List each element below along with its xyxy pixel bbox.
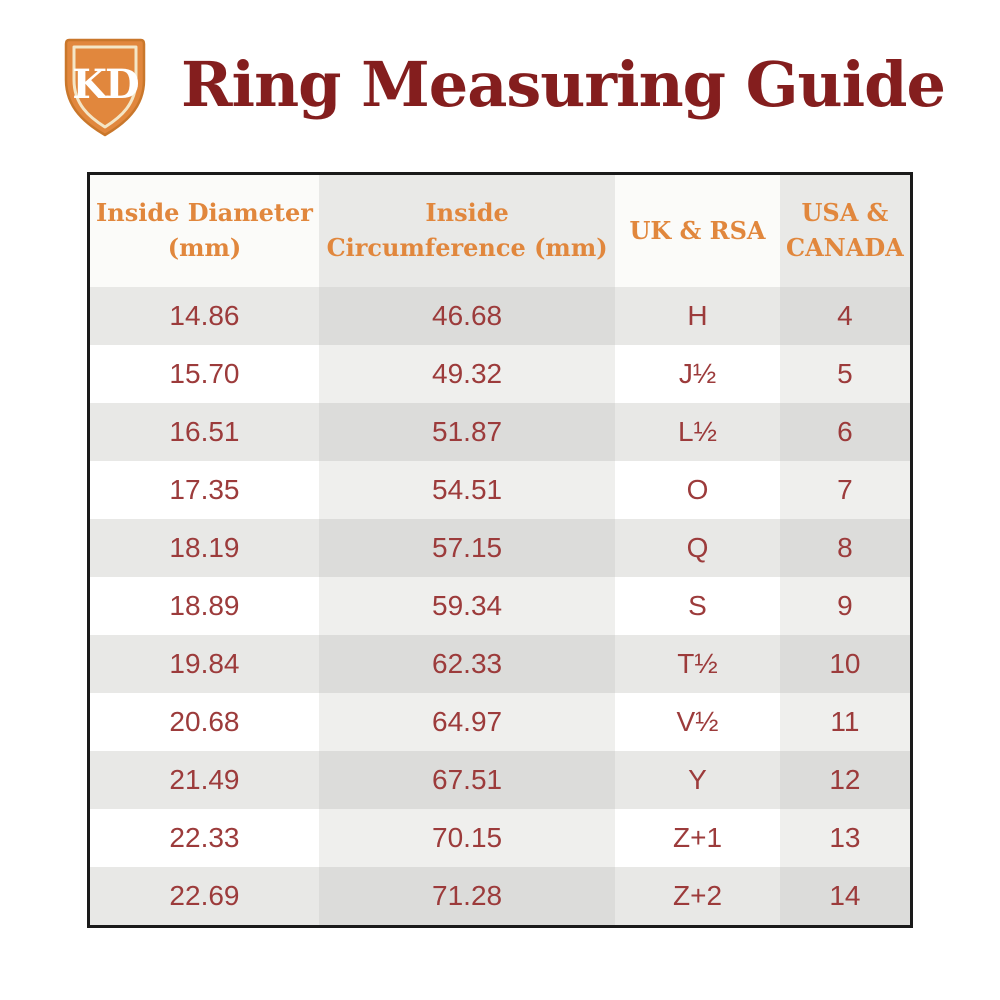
cell-inside-diameter: 18.19 bbox=[88, 519, 319, 577]
table-row: 19.84 62.33 T½ 10 bbox=[88, 635, 912, 693]
table-row: 22.33 70.15 Z+1 13 bbox=[88, 809, 912, 867]
table-row: 17.35 54.51 O 7 bbox=[88, 461, 912, 519]
cell-inside-circumference: 54.51 bbox=[318, 461, 616, 519]
cell-usa-canada: 5 bbox=[779, 345, 912, 403]
column-header-inside-circumference: Inside Circumference (mm) bbox=[318, 173, 616, 287]
cell-inside-circumference: 51.87 bbox=[318, 403, 616, 461]
header: KD Ring Measuring Guide bbox=[0, 0, 1000, 152]
column-header-inside-diameter: Inside Diameter (mm) bbox=[88, 173, 319, 287]
table-header: Inside Diameter (mm) Inside Circumferenc… bbox=[88, 173, 912, 287]
cell-inside-circumference: 57.15 bbox=[318, 519, 616, 577]
table-row: 21.49 67.51 Y 12 bbox=[88, 751, 912, 809]
cell-inside-diameter: 17.35 bbox=[88, 461, 319, 519]
cell-usa-canada: 10 bbox=[779, 635, 912, 693]
ring-size-table: Inside Diameter (mm) Inside Circumferenc… bbox=[87, 172, 913, 928]
cell-uk-rsa: H bbox=[615, 287, 780, 345]
cell-inside-diameter: 20.68 bbox=[88, 693, 319, 751]
cell-usa-canada: 8 bbox=[779, 519, 912, 577]
cell-inside-circumference: 70.15 bbox=[318, 809, 616, 867]
cell-inside-diameter: 19.84 bbox=[88, 635, 319, 693]
table-row: 15.70 49.32 J½ 5 bbox=[88, 345, 912, 403]
cell-inside-diameter: 22.33 bbox=[88, 809, 319, 867]
cell-usa-canada: 13 bbox=[779, 809, 912, 867]
cell-inside-circumference: 64.97 bbox=[318, 693, 616, 751]
cell-inside-circumference: 71.28 bbox=[318, 867, 616, 927]
header-row: Inside Diameter (mm) Inside Circumferenc… bbox=[88, 173, 912, 287]
table-row: 16.51 51.87 L½ 6 bbox=[88, 403, 912, 461]
cell-inside-circumference: 67.51 bbox=[318, 751, 616, 809]
cell-usa-canada: 14 bbox=[779, 867, 912, 927]
cell-uk-rsa: Q bbox=[615, 519, 780, 577]
cell-usa-canada: 9 bbox=[779, 577, 912, 635]
cell-uk-rsa: Z+2 bbox=[615, 867, 780, 927]
table-row: 14.86 46.68 H 4 bbox=[88, 287, 912, 345]
table-row: 18.19 57.15 Q 8 bbox=[88, 519, 912, 577]
table-row: 18.89 59.34 S 9 bbox=[88, 577, 912, 635]
cell-uk-rsa: S bbox=[615, 577, 780, 635]
cell-inside-circumference: 46.68 bbox=[318, 287, 616, 345]
cell-uk-rsa: O bbox=[615, 461, 780, 519]
cell-inside-circumference: 59.34 bbox=[318, 577, 616, 635]
cell-usa-canada: 4 bbox=[779, 287, 912, 345]
cell-inside-circumference: 49.32 bbox=[318, 345, 616, 403]
column-header-uk-rsa: UK & RSA bbox=[615, 173, 780, 287]
logo-text: KD bbox=[72, 61, 139, 108]
column-header-usa-canada: USA & CANADA bbox=[779, 173, 912, 287]
cell-inside-diameter: 22.69 bbox=[88, 867, 319, 927]
cell-usa-canada: 11 bbox=[779, 693, 912, 751]
table-row: 20.68 64.97 V½ 11 bbox=[88, 693, 912, 751]
table-body: 14.86 46.68 H 4 15.70 49.32 J½ 5 16.51 5… bbox=[88, 287, 912, 927]
cell-uk-rsa: T½ bbox=[615, 635, 780, 693]
cell-usa-canada: 6 bbox=[779, 403, 912, 461]
cell-uk-rsa: V½ bbox=[615, 693, 780, 751]
cell-inside-diameter: 16.51 bbox=[88, 403, 319, 461]
cell-inside-circumference: 62.33 bbox=[318, 635, 616, 693]
cell-inside-diameter: 15.70 bbox=[88, 345, 319, 403]
page-title: Ring Measuring Guide bbox=[181, 47, 946, 121]
cell-inside-diameter: 18.89 bbox=[88, 577, 319, 635]
cell-uk-rsa: Y bbox=[615, 751, 780, 809]
cell-uk-rsa: L½ bbox=[615, 403, 780, 461]
cell-inside-diameter: 21.49 bbox=[88, 751, 319, 809]
kd-shield-logo-icon: KD bbox=[55, 26, 155, 142]
cell-uk-rsa: J½ bbox=[615, 345, 780, 403]
cell-inside-diameter: 14.86 bbox=[88, 287, 319, 345]
cell-usa-canada: 7 bbox=[779, 461, 912, 519]
cell-uk-rsa: Z+1 bbox=[615, 809, 780, 867]
cell-usa-canada: 12 bbox=[779, 751, 912, 809]
table-row: 22.69 71.28 Z+2 14 bbox=[88, 867, 912, 927]
